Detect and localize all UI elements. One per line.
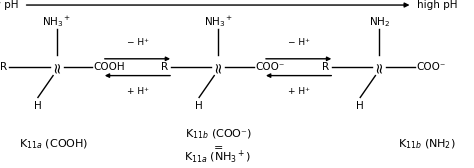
- Text: H: H: [34, 101, 42, 111]
- Text: COO⁻: COO⁻: [255, 62, 284, 72]
- Text: COOH: COOH: [94, 62, 126, 72]
- Text: COO⁻: COO⁻: [416, 62, 446, 72]
- Text: + H⁺: + H⁺: [127, 87, 148, 96]
- Text: + H⁺: + H⁺: [288, 87, 310, 96]
- Text: NH$_2$: NH$_2$: [369, 15, 390, 29]
- Text: K$_{11b}$ (NH$_2$): K$_{11b}$ (NH$_2$): [398, 138, 455, 151]
- Text: K$_{11a}$ (COOH): K$_{11a}$ (COOH): [19, 138, 88, 151]
- Text: H: H: [356, 101, 364, 111]
- Text: ≈: ≈: [372, 61, 387, 73]
- Text: =: =: [213, 143, 223, 153]
- Text: R: R: [0, 62, 7, 72]
- Text: K$_{11a}$ (NH$_3$$^+$): K$_{11a}$ (NH$_3$$^+$): [184, 148, 252, 165]
- Text: ≈: ≈: [210, 61, 226, 73]
- Text: − H⁺: − H⁺: [127, 38, 148, 47]
- Text: H: H: [195, 101, 203, 111]
- Text: high pH: high pH: [417, 0, 457, 10]
- Text: − H⁺: − H⁺: [288, 38, 310, 47]
- Text: NH$_3$$^+$: NH$_3$$^+$: [203, 14, 233, 29]
- Text: ≈: ≈: [49, 61, 64, 73]
- Text: low pH: low pH: [0, 0, 19, 10]
- Text: NH$_3$$^+$: NH$_3$$^+$: [42, 14, 72, 29]
- Text: K$_{11b}$ (COO⁻): K$_{11b}$ (COO⁻): [184, 128, 252, 141]
- Text: R: R: [161, 62, 168, 72]
- Text: R: R: [322, 62, 329, 72]
